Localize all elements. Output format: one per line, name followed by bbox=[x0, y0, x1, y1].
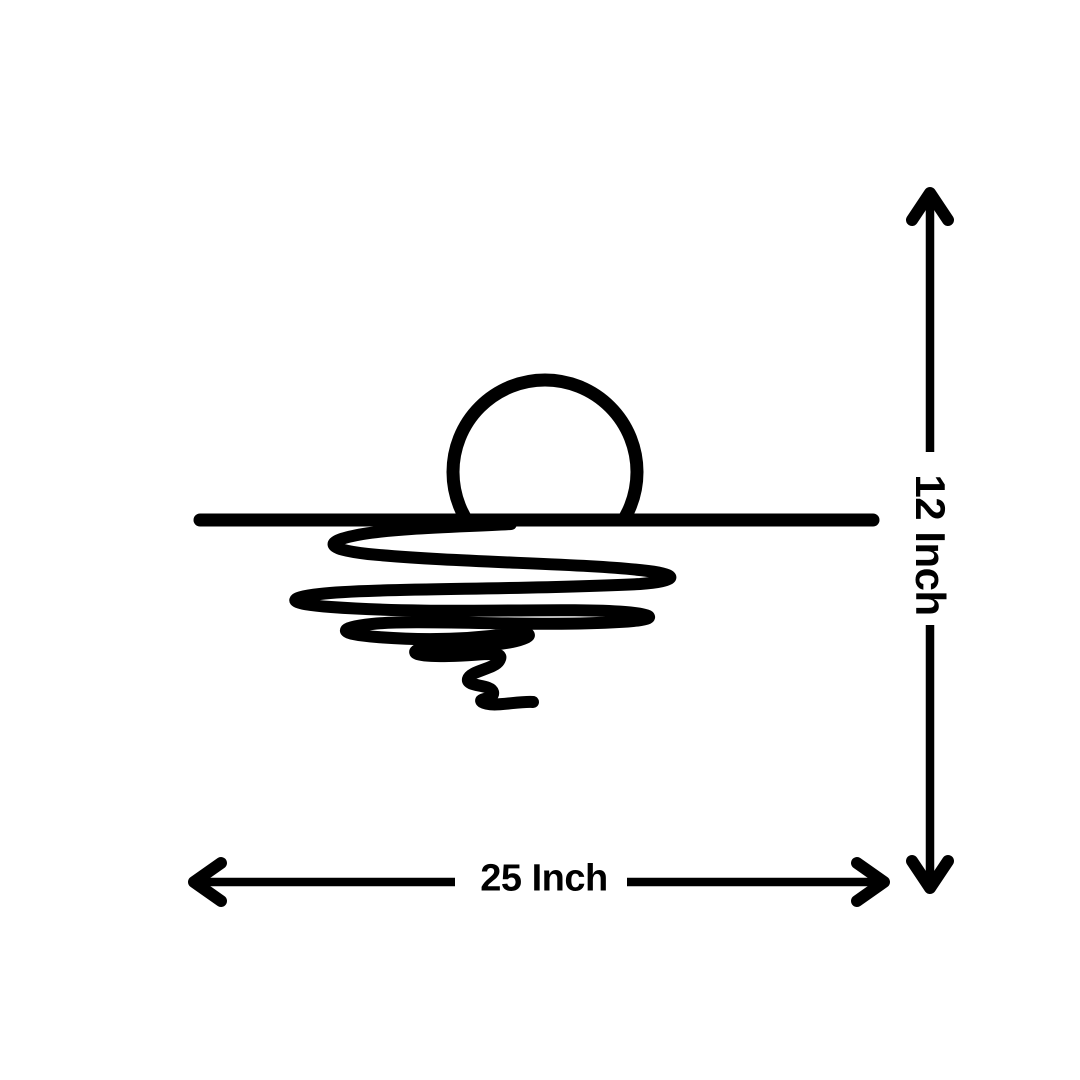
arrow-left-head-icon bbox=[188, 857, 227, 907]
sun-circle bbox=[446, 373, 644, 520]
arrow-down-head-icon bbox=[906, 855, 954, 894]
height-dimension-arrow bbox=[906, 187, 954, 894]
height-dimension-label: 12 Inch bbox=[907, 474, 954, 616]
width-dimension-label: 25 Inch bbox=[480, 857, 608, 900]
sun-icon bbox=[446, 373, 644, 520]
water-reflection-squiggle bbox=[289, 518, 677, 711]
arrow-up-head-icon bbox=[906, 187, 954, 226]
width-dimension-arrow bbox=[188, 857, 890, 907]
arrow-right-head-icon bbox=[851, 857, 890, 907]
